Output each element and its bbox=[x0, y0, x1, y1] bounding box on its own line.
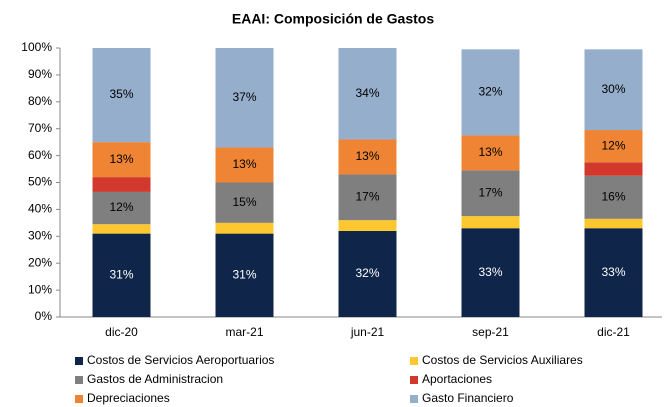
data-label: 13% bbox=[109, 152, 133, 166]
data-label: 13% bbox=[232, 157, 256, 171]
bar-segment bbox=[584, 218, 643, 229]
bar-segment bbox=[461, 228, 520, 317]
bar-segment bbox=[92, 224, 151, 234]
bar-segment bbox=[92, 48, 151, 143]
bar-segment bbox=[215, 147, 274, 183]
bar-segment bbox=[92, 177, 151, 192]
data-label: 30% bbox=[601, 82, 625, 96]
data-label: 13% bbox=[478, 145, 502, 159]
bar-segment bbox=[461, 135, 520, 171]
bar-segment bbox=[338, 220, 397, 231]
bar-segment bbox=[584, 49, 643, 131]
data-label: 17% bbox=[355, 189, 379, 203]
y-tick-label: 90% bbox=[28, 67, 52, 81]
data-label: 17% bbox=[478, 185, 502, 199]
data-label: 12% bbox=[109, 200, 133, 214]
x-tick-label: jun-21 bbox=[350, 325, 385, 339]
data-label: 33% bbox=[601, 265, 625, 279]
data-label: 16% bbox=[601, 189, 625, 203]
legend-swatch bbox=[75, 376, 83, 384]
legend-label: Costos de Servicios Auxiliares bbox=[422, 353, 583, 367]
bar-segment bbox=[584, 162, 643, 176]
x-tick-label: sep-21 bbox=[472, 325, 509, 339]
bar-segment bbox=[584, 175, 643, 219]
bar-segment bbox=[215, 222, 274, 234]
y-tick-label: 60% bbox=[28, 148, 52, 162]
y-tick-label: 100% bbox=[21, 40, 52, 54]
bar-segment bbox=[338, 139, 397, 175]
legend-swatch bbox=[75, 357, 83, 365]
data-label: 33% bbox=[478, 265, 502, 279]
bar-segment bbox=[215, 182, 274, 223]
data-label: 32% bbox=[478, 85, 502, 99]
data-label: 31% bbox=[109, 267, 133, 281]
bar-segment bbox=[461, 216, 520, 229]
legend-swatch bbox=[410, 395, 418, 403]
bar-segment bbox=[338, 48, 397, 140]
bar-segment bbox=[215, 48, 274, 148]
y-tick-label: 10% bbox=[28, 282, 52, 296]
data-label: 34% bbox=[355, 86, 379, 100]
bar-segment bbox=[584, 130, 643, 163]
data-label: 31% bbox=[232, 267, 256, 281]
x-tick-label: mar-21 bbox=[225, 325, 263, 339]
legend-label: Gasto Financiero bbox=[422, 391, 514, 405]
bar-segment bbox=[584, 228, 643, 317]
y-tick-label: 70% bbox=[28, 121, 52, 135]
bar-segment bbox=[338, 174, 397, 221]
x-tick-label: dic-20 bbox=[105, 325, 138, 339]
bar-segment bbox=[338, 230, 397, 317]
legend-swatch bbox=[410, 376, 418, 384]
legend-label: Costos de Servicios Aeroportuarios bbox=[87, 353, 274, 367]
bar-segment bbox=[461, 170, 520, 217]
legend-label: Gastos de Administracion bbox=[87, 372, 223, 386]
legend-label: Aportaciones bbox=[422, 372, 492, 386]
y-tick-label: 80% bbox=[28, 94, 52, 108]
y-tick-label: 0% bbox=[35, 309, 53, 323]
legend-swatch bbox=[75, 395, 83, 403]
data-label: 12% bbox=[601, 138, 625, 152]
x-tick-label: dic-21 bbox=[597, 325, 630, 339]
legend-label: Depreciaciones bbox=[87, 391, 170, 405]
y-tick-label: 20% bbox=[28, 255, 52, 269]
bar-segment bbox=[461, 49, 520, 136]
data-label: 15% bbox=[232, 195, 256, 209]
data-label: 32% bbox=[355, 266, 379, 280]
data-label: 35% bbox=[109, 87, 133, 101]
bar-segment bbox=[92, 142, 151, 178]
bar-segment bbox=[92, 191, 151, 225]
chart-title: EAAI: Composición de Gastos bbox=[232, 11, 434, 27]
legend-swatch bbox=[410, 357, 418, 365]
data-label: 37% bbox=[232, 90, 256, 104]
bar-segment bbox=[215, 233, 274, 317]
data-label: 13% bbox=[355, 149, 379, 163]
bar-segment bbox=[92, 233, 151, 317]
y-tick-label: 40% bbox=[28, 202, 52, 216]
y-tick-label: 30% bbox=[28, 228, 52, 242]
y-tick-label: 50% bbox=[28, 175, 52, 189]
